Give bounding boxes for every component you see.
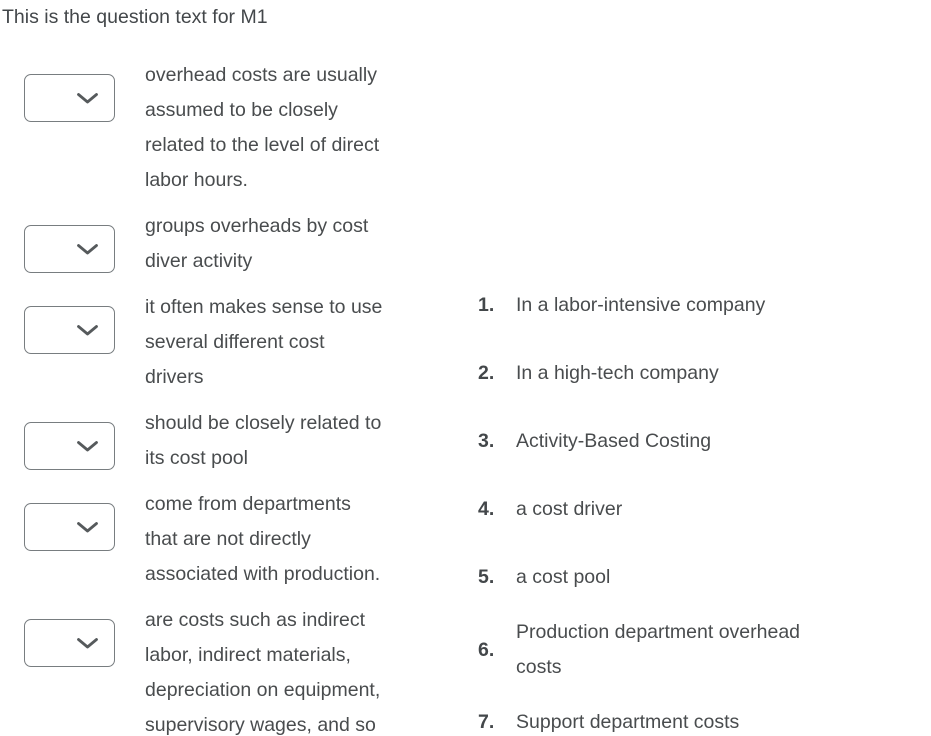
chevron-down-icon <box>77 521 98 532</box>
chevron-down-icon <box>77 324 98 335</box>
match-statement-text: groups overheads by cost diver activity <box>145 215 369 272</box>
option-label: Production department overhead costs <box>516 621 801 678</box>
select-cell <box>0 487 145 551</box>
match-row: overhead costs are usually assumed to be… <box>0 58 465 198</box>
match-statement-text: are costs such as indirect labor, indire… <box>145 609 381 736</box>
option-number: 5. <box>478 566 495 588</box>
chevron-down-icon <box>77 637 98 648</box>
option-label: a cost pool <box>516 566 611 588</box>
match-statement-text: should be closely related to its cost po… <box>145 412 382 469</box>
select-cell <box>0 209 145 273</box>
option-number: 2. <box>478 362 495 384</box>
match-statement-text: overhead costs are usually assumed to be… <box>145 64 380 191</box>
option-item-6: 6. Production department overhead costs <box>478 615 931 685</box>
match-answer-select-1[interactable] <box>24 74 115 122</box>
select-cell <box>0 406 145 470</box>
option-item-4: 4. a cost driver <box>478 492 931 527</box>
match-row: come from departments that are not direc… <box>0 487 465 592</box>
select-cell <box>0 290 145 354</box>
match-answer-select-6[interactable] <box>24 619 115 667</box>
match-statement-text: it often makes sense to use several diff… <box>145 296 383 388</box>
option-label: In a high-tech company <box>516 362 719 384</box>
option-number: 3. <box>478 430 495 452</box>
option-item-7: 7. Support department costs <box>478 705 931 736</box>
option-number: 6. <box>478 638 495 661</box>
option-item-3: 3. Activity-Based Costing <box>478 424 931 459</box>
question-layout: overhead costs are usually assumed to be… <box>0 58 931 736</box>
match-answer-select-5[interactable] <box>24 503 115 551</box>
match-column: overhead costs are usually assumed to be… <box>0 58 465 736</box>
option-label: Support department costs <box>516 711 740 733</box>
options-column: 1. In a labor-intensive company 2. In a … <box>465 58 931 736</box>
option-item-2: 2. In a high-tech company <box>478 356 931 391</box>
option-label: Activity-Based Costing <box>516 430 712 452</box>
match-row: are costs such as indirect labor, indire… <box>0 603 465 736</box>
chevron-down-icon <box>77 92 98 103</box>
chevron-down-icon <box>77 440 98 451</box>
chevron-down-icon <box>77 243 98 254</box>
option-number: 1. <box>478 294 495 316</box>
options-list: 1. In a labor-intensive company 2. In a … <box>478 288 931 736</box>
option-label: a cost driver <box>516 498 623 520</box>
select-cell <box>0 603 145 667</box>
option-number: 7. <box>478 711 495 733</box>
match-answer-select-3[interactable] <box>24 306 115 354</box>
match-row: should be closely related to its cost po… <box>0 406 465 476</box>
match-row: groups overheads by cost diver activity <box>0 209 465 279</box>
option-label: In a labor-intensive company <box>516 294 766 316</box>
question-title: This is the question text for M1 <box>2 6 268 28</box>
match-answer-select-2[interactable] <box>24 225 115 273</box>
match-row: it often makes sense to use several diff… <box>0 290 465 395</box>
option-item-1: 1. In a labor-intensive company <box>478 288 931 323</box>
match-answer-select-4[interactable] <box>24 422 115 470</box>
match-statement-text: come from departments that are not direc… <box>145 493 381 585</box>
option-number: 4. <box>478 498 495 520</box>
option-item-5: 5. a cost pool <box>478 560 931 595</box>
select-cell <box>0 58 145 122</box>
